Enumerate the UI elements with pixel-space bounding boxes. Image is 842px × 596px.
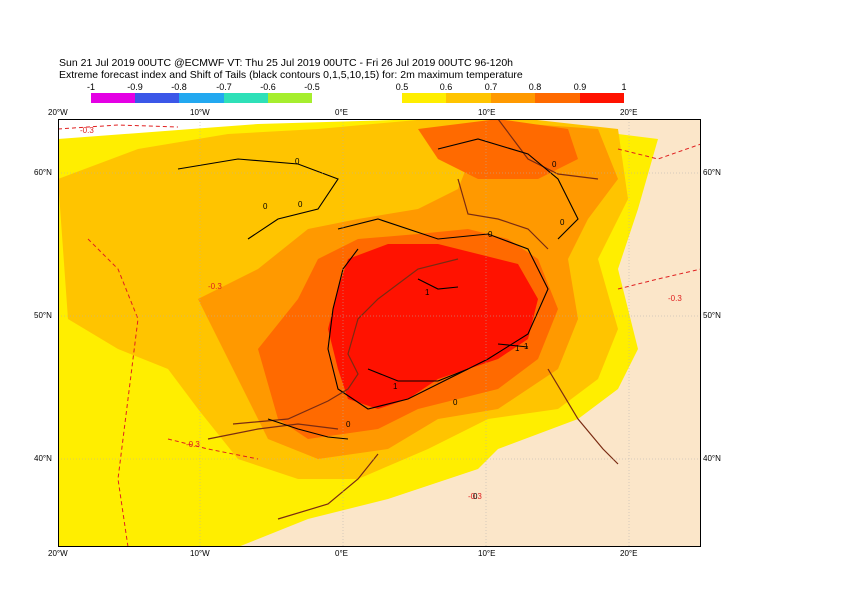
colorbar-positive-label: 1 xyxy=(621,82,627,92)
colorbar-positive-bin xyxy=(402,93,446,103)
lat-label-right: 50°N xyxy=(703,311,721,320)
sot-label: 0 xyxy=(295,157,300,166)
sot-label: 0 xyxy=(552,160,557,169)
efi-area-red xyxy=(328,244,538,409)
lat-label-left: 60°N xyxy=(34,168,52,177)
colorbar-positive-label: 0.7 xyxy=(484,82,498,92)
colorbar-negative-label: -0.8 xyxy=(171,82,187,92)
colorbar-negative-bin xyxy=(91,93,135,103)
colorbar-negative-bin xyxy=(224,93,268,103)
colorbar-negative-label: -0.7 xyxy=(216,82,232,92)
colorbar-negative-bin xyxy=(135,93,179,103)
lon-label-bottom: 20°E xyxy=(620,549,638,558)
lon-label-bottom: 10°W xyxy=(190,549,210,558)
sot-contour xyxy=(267,278,529,440)
efi-neg-label: -0.3 xyxy=(80,126,94,135)
lat-label-left: 50°N xyxy=(34,311,52,320)
colorbar-negative-bin xyxy=(268,93,312,103)
colorbar-positive-bin xyxy=(446,93,491,103)
sot-label: 0 xyxy=(560,218,565,227)
lon-label-top: 20°W xyxy=(48,108,68,117)
colorbar-negative-label: -0.9 xyxy=(127,82,143,92)
lon-label-bottom: 0°E xyxy=(335,549,348,558)
header-title: Sun 21 Jul 2019 00UTC @ECMWF VT: Thu 25 … xyxy=(59,57,514,69)
lon-label-top: 10°W xyxy=(190,108,210,117)
efi-neg-label: -0.3 xyxy=(468,492,482,501)
sot-label: 0 xyxy=(298,200,303,209)
colorbar-positive-label: 0.9 xyxy=(573,82,587,92)
sot-label: 0 xyxy=(488,230,493,239)
lon-label-top: 20°E xyxy=(620,108,638,117)
sot-label: 1 xyxy=(393,382,398,391)
efi-map: -0.3 -0.3 -0.3 -0.3 -0.3 0 0 0 0 0 0 1 1… xyxy=(58,119,701,547)
sot-label: 1 xyxy=(425,288,430,297)
sot-label: 0 xyxy=(263,202,268,211)
colorbar-positive-bin xyxy=(535,93,580,103)
colorbar-negative xyxy=(91,93,312,103)
sot-label: 1 xyxy=(524,342,529,351)
efi-neg-label: -0.3 xyxy=(668,294,682,303)
efi-neg-label: -0.3 xyxy=(186,440,200,449)
graticule xyxy=(58,119,701,547)
lon-label-bottom: 20°W xyxy=(48,549,68,558)
colorbar-positive xyxy=(402,93,624,103)
sot-label: 0 xyxy=(346,420,351,429)
colorbar-positive-bin xyxy=(491,93,535,103)
colorbar-positive-bin xyxy=(580,93,624,103)
sot-label: 1 xyxy=(515,344,520,353)
efi-neg-contour xyxy=(58,124,701,547)
lat-label-right: 60°N xyxy=(703,168,721,177)
colorbar-positive-label: 0.5 xyxy=(395,82,409,92)
efi-neg-label: -0.3 xyxy=(208,282,222,291)
sot-label: 0 xyxy=(453,398,458,407)
header-subtitle: Extreme forecast index and Shift of Tail… xyxy=(59,69,523,81)
lat-label-right: 40°N xyxy=(703,454,721,463)
colorbar-positive-label: 0.8 xyxy=(528,82,542,92)
colorbar-negative-label: -0.5 xyxy=(304,82,320,92)
lon-label-bottom: 10°E xyxy=(478,549,496,558)
lon-label-top: 10°E xyxy=(478,108,496,117)
colorbar-negative-bin xyxy=(179,93,224,103)
sot-label: 0 xyxy=(473,492,478,501)
lat-label-left: 40°N xyxy=(34,454,52,463)
colorbar-negative-label: -1 xyxy=(86,82,96,92)
colorbar-negative-label: -0.6 xyxy=(260,82,276,92)
lon-label-top: 0°E xyxy=(335,108,348,117)
colorbar-positive-label: 0.6 xyxy=(439,82,453,92)
